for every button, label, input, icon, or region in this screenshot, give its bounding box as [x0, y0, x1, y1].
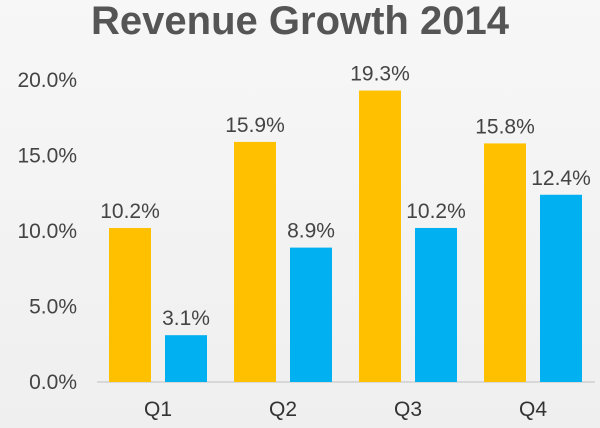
y-tick-label: 5.0% [29, 296, 77, 319]
data-label: 15.8% [475, 115, 535, 138]
bar-series-1-q2 [234, 141, 276, 382]
data-label: 19.3% [350, 63, 410, 86]
bar-series-1-q1 [109, 227, 151, 382]
x-category-label: Q4 [519, 398, 547, 421]
data-label: 10.2% [100, 200, 160, 223]
x-category-label: Q3 [394, 398, 422, 421]
y-tick-label: 20.0% [17, 69, 77, 92]
bar-series-2-q4 [540, 194, 582, 382]
bars: 10.2% 15.9% 19.3% 15.8% 3.1% 8.9% 10.2% 12.4% [100, 63, 591, 382]
y-axis-ticks: 0.0% 5.0% 10.0% 15.0% 20.0% [17, 69, 77, 394]
bar-series-2-q2 [290, 247, 332, 382]
bar-series-1-q3 [359, 90, 401, 382]
data-label: 15.9% [225, 114, 285, 137]
y-tick-label: 0.0% [29, 371, 77, 394]
bar-series-1-q4 [484, 143, 526, 382]
x-category-label: Q2 [269, 398, 297, 421]
bar-series-2-q1 [165, 335, 207, 382]
data-label: 10.2% [406, 200, 466, 223]
data-label: 8.9% [287, 220, 335, 243]
data-label: 3.1% [162, 307, 210, 330]
bar-series-2-q3 [415, 227, 457, 382]
data-label: 12.4% [531, 167, 591, 190]
y-tick-label: 15.0% [17, 145, 77, 168]
chart-title: Revenue Growth 2014 [91, 0, 510, 43]
x-category-label: Q1 [144, 398, 172, 421]
y-tick-label: 10.0% [17, 220, 77, 243]
x-axis-categories: Q1 Q2 Q3 Q4 [144, 398, 547, 421]
